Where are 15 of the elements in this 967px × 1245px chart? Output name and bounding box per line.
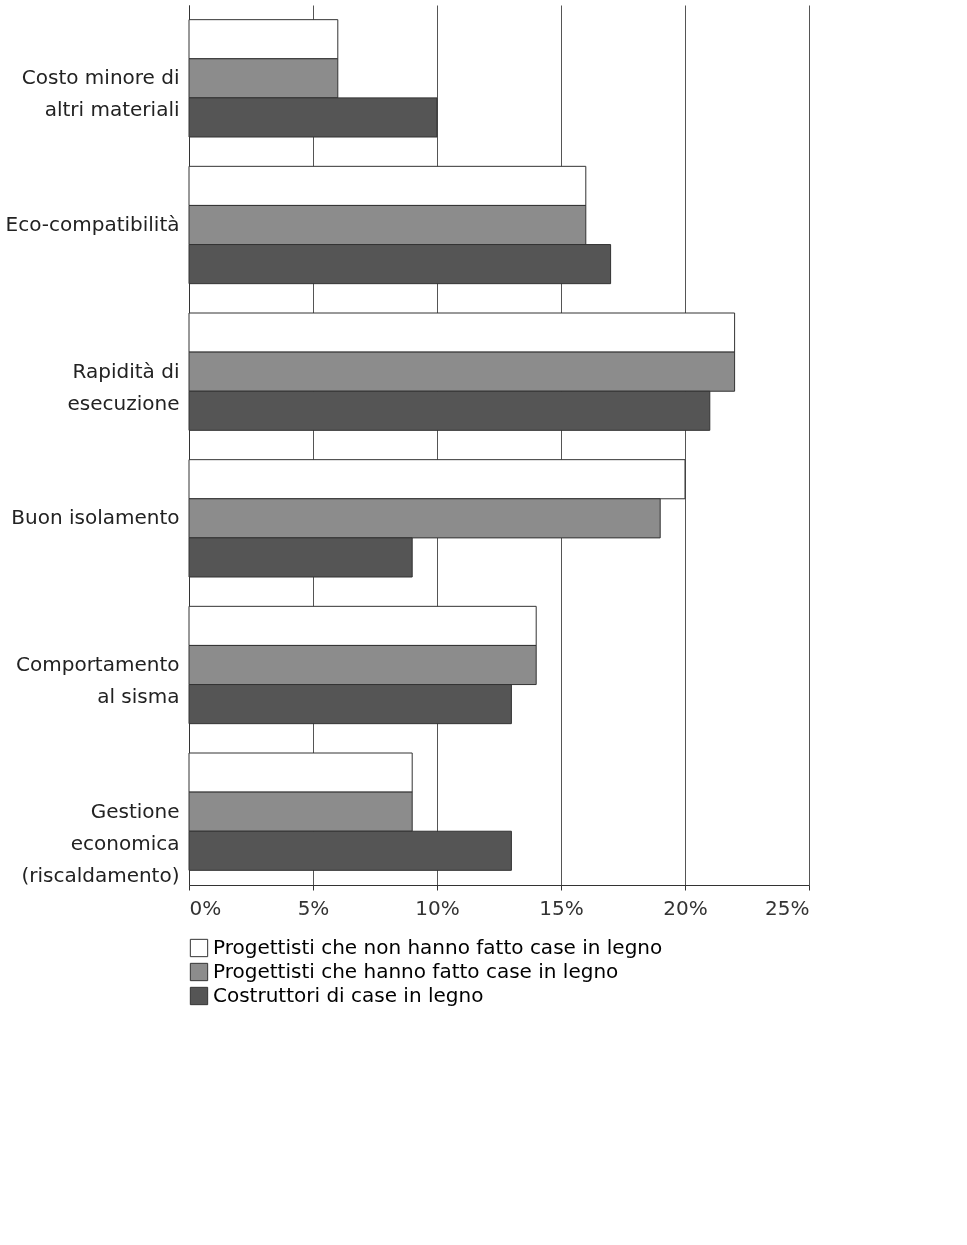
legend-label: Progettisti che non hanno fatto case in legno bbox=[213, 935, 663, 959]
x-tick-label: 5% bbox=[297, 895, 330, 920]
y-tick-label: Rapidità di esecuzione bbox=[67, 358, 180, 415]
y-tick-label: Comportamento al sisma bbox=[16, 652, 180, 708]
legend-label: Costruttori di case in legno bbox=[213, 983, 484, 1007]
x-tick-label: 0% bbox=[189, 895, 222, 920]
y-tick-label: Gestione economica (riscaldamento) bbox=[21, 798, 180, 887]
legend-label: Progettisti che hanno fatto case in legno bbox=[213, 959, 619, 983]
x-tick-label: 25% bbox=[765, 895, 810, 920]
y-tick-label: Costo minore di altri materiali bbox=[21, 65, 180, 122]
x-tick-label: 10% bbox=[415, 895, 460, 920]
x-tick-label: 15% bbox=[539, 895, 584, 920]
y-tick-label: Buon isolamento bbox=[11, 505, 180, 530]
x-tick-label: 20% bbox=[663, 895, 708, 920]
y-tick-label: Eco-compatibilità bbox=[5, 212, 180, 236]
